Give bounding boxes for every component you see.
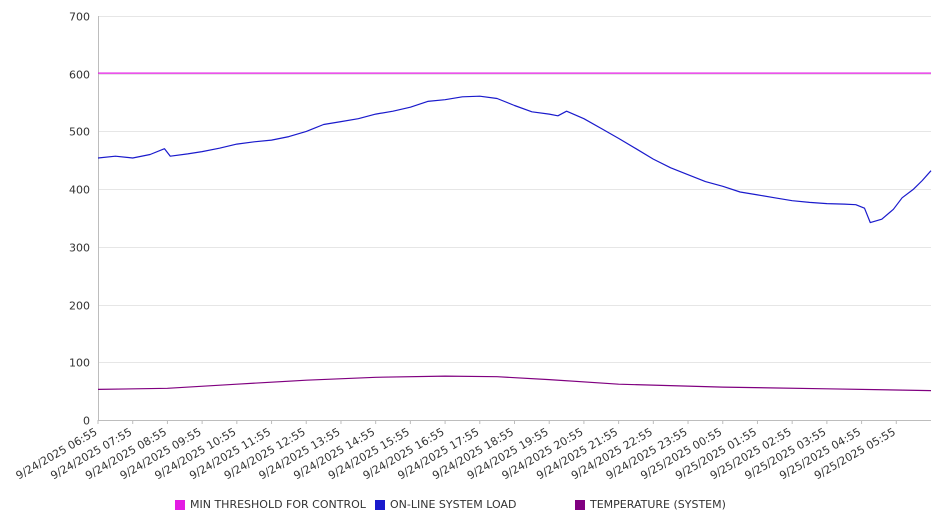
series-line-system-load: [97, 95, 932, 224]
legend: MIN THRESHOLD FOR CONTROL ON-LINE SYSTEM…: [0, 498, 946, 514]
series-layer: [97, 72, 932, 392]
legend-item-min-threshold[interactable]: MIN THRESHOLD FOR CONTROL: [175, 498, 366, 511]
legend-label-min-threshold: MIN THRESHOLD FOR CONTROL: [190, 498, 366, 511]
y-tick-label: 500: [69, 126, 90, 139]
y-tick-label: 0: [83, 415, 90, 428]
legend-swatch-min-threshold: [175, 499, 185, 510]
y-tick-label: 400: [69, 184, 90, 197]
y-tick-label: 300: [69, 242, 90, 255]
y-tick-label: 200: [69, 300, 90, 313]
legend-item-temperature[interactable]: TEMPERATURE (SYSTEM): [575, 498, 726, 511]
grid-layer: [98, 16, 931, 363]
y-tick-label: 100: [69, 357, 90, 370]
legend-item-system-load[interactable]: ON-LINE SYSTEM LOAD: [375, 498, 516, 511]
series-line-temperature: [97, 375, 932, 392]
legend-label-temperature: TEMPERATURE (SYSTEM): [590, 498, 726, 511]
legend-label-system-load: ON-LINE SYSTEM LOAD: [390, 498, 517, 511]
axis-layer: [97, 16, 931, 424]
legend-swatch-temperature: [575, 499, 585, 510]
y-tick-label: 600: [69, 69, 90, 82]
y-tick-label: 700: [69, 11, 90, 24]
legend-swatch-system-load: [375, 499, 385, 510]
